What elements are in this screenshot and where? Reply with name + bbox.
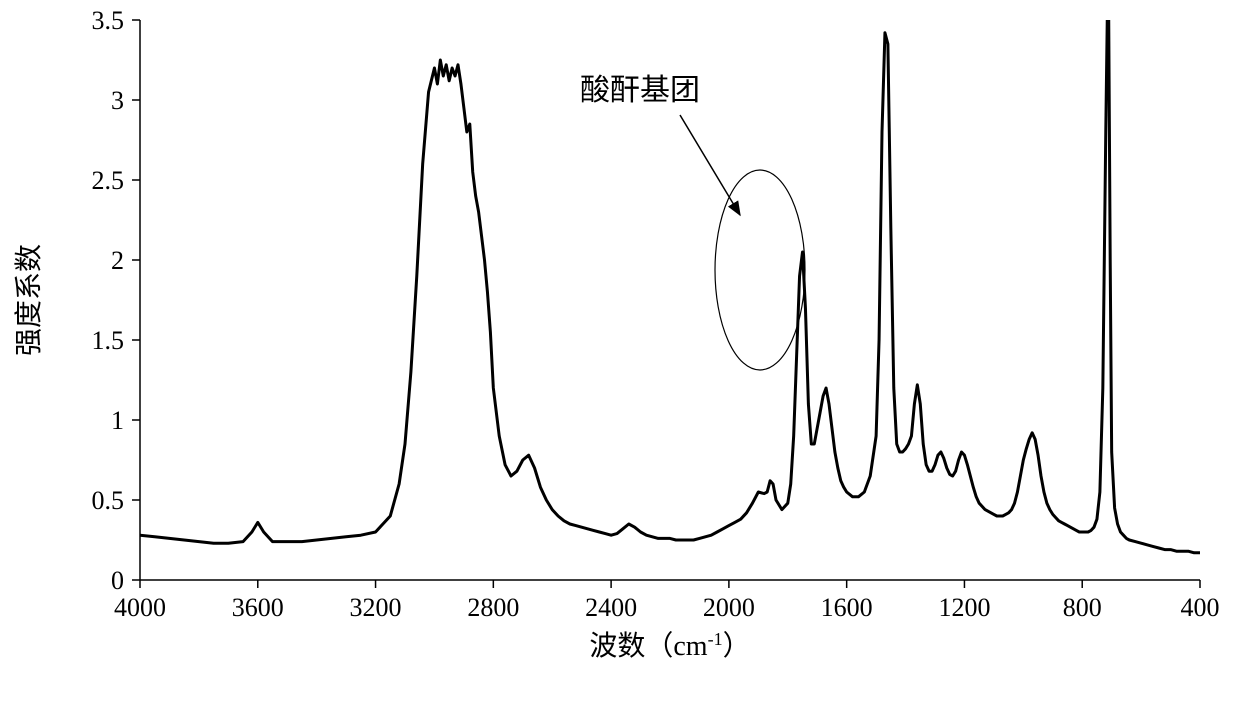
annotation-ellipse [715, 170, 805, 370]
x-tick-label: 2000 [703, 593, 755, 622]
chart-svg: 4000360032002800240020001600120080040000… [0, 0, 1240, 705]
x-tick-label: 400 [1181, 593, 1220, 622]
y-axis-label: 强度系数 [13, 244, 45, 356]
annotation-label: 酸酐基团 [580, 74, 700, 107]
y-tick-label: 1.5 [92, 326, 125, 355]
x-tick-label: 800 [1063, 593, 1102, 622]
x-tick-label: 2800 [467, 593, 519, 622]
x-tick-label: 1200 [938, 593, 990, 622]
ir-spectrum-chart: 4000360032002800240020001600120080040000… [0, 0, 1240, 705]
x-tick-label: 4000 [114, 593, 166, 622]
annotation-arrow [680, 115, 740, 215]
y-tick-label: 3 [111, 86, 124, 115]
x-tick-label: 3600 [232, 593, 284, 622]
x-tick-label: 2400 [585, 593, 637, 622]
y-tick-label: 0 [111, 566, 124, 595]
x-axis-label: 波数（cm-1） [589, 629, 750, 662]
y-tick-label: 2 [111, 246, 124, 275]
y-tick-label: 3.5 [92, 6, 125, 35]
x-tick-label: 1600 [821, 593, 873, 622]
y-tick-label: 1 [111, 406, 124, 435]
x-tick-label: 3200 [350, 593, 402, 622]
y-tick-label: 0.5 [92, 486, 125, 515]
y-tick-label: 2.5 [92, 166, 125, 195]
